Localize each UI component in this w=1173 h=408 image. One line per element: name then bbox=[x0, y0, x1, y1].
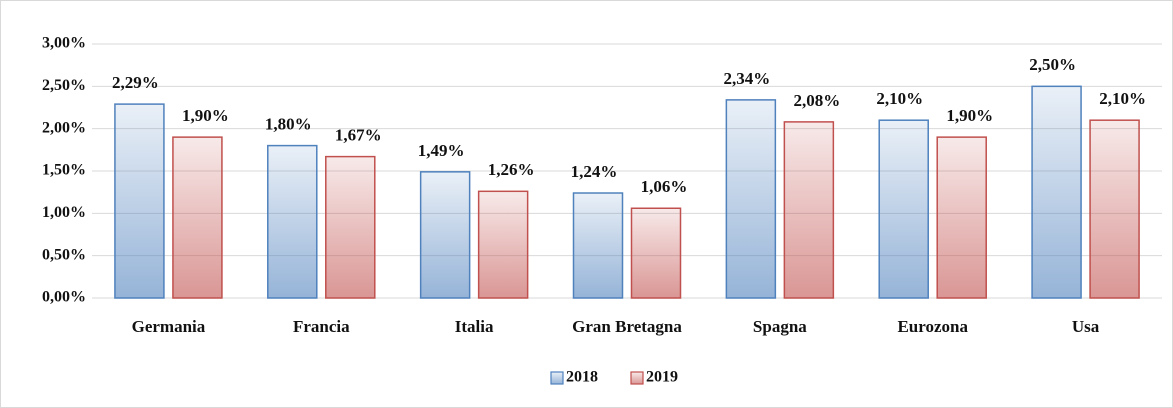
y-tick-label: 2,00% bbox=[42, 119, 86, 136]
legend-label: 2019 bbox=[646, 369, 678, 386]
value-label: 2,08% bbox=[793, 91, 840, 110]
x-tick-label: Francia bbox=[293, 317, 350, 336]
bar bbox=[783, 121, 835, 299]
x-tick-label: Spagna bbox=[753, 317, 807, 336]
bar bbox=[1031, 85, 1082, 299]
value-label: 1,49% bbox=[418, 141, 465, 160]
value-label: 1,90% bbox=[182, 106, 229, 125]
x-tick-label: Eurozona bbox=[897, 317, 968, 336]
value-label: 2,10% bbox=[876, 89, 923, 108]
bar bbox=[419, 171, 471, 299]
bar bbox=[267, 144, 318, 299]
bar bbox=[172, 136, 223, 299]
value-label: 2,50% bbox=[1029, 55, 1076, 74]
bar bbox=[725, 99, 777, 299]
bar bbox=[936, 136, 987, 299]
y-tick-label: 0,50% bbox=[42, 246, 86, 263]
y-tick-label: 2,50% bbox=[42, 77, 86, 94]
value-label: 1,24% bbox=[571, 162, 618, 181]
value-label: 2,10% bbox=[1099, 89, 1146, 108]
bar bbox=[630, 207, 682, 299]
bar bbox=[878, 119, 929, 299]
value-label: 2,34% bbox=[723, 69, 770, 88]
x-tick-label: Germania bbox=[132, 317, 206, 336]
y-tick-label: 0,00% bbox=[42, 289, 86, 306]
bar bbox=[477, 190, 529, 299]
x-tick-label: Italia bbox=[455, 317, 494, 336]
x-tick-label: Gran Bretagna bbox=[572, 317, 682, 336]
value-label: 1,67% bbox=[335, 126, 382, 145]
x-tick-label: Usa bbox=[1072, 317, 1100, 336]
y-tick-label: 1,50% bbox=[42, 162, 86, 179]
value-label: 1,26% bbox=[488, 160, 535, 179]
bar bbox=[114, 103, 165, 299]
value-label: 1,06% bbox=[641, 177, 688, 196]
bar bbox=[325, 155, 376, 299]
legend-swatch bbox=[550, 371, 564, 385]
value-label: 2,29% bbox=[112, 73, 159, 92]
legend-swatch bbox=[630, 371, 644, 385]
legend-label: 2018 bbox=[566, 369, 598, 386]
y-tick-label: 1,00% bbox=[42, 204, 86, 221]
bar bbox=[1089, 119, 1140, 299]
y-tick-label: 3,00% bbox=[42, 35, 86, 52]
value-label: 1,90% bbox=[946, 106, 993, 125]
bar bbox=[572, 192, 624, 299]
value-label: 1,80% bbox=[265, 115, 312, 134]
